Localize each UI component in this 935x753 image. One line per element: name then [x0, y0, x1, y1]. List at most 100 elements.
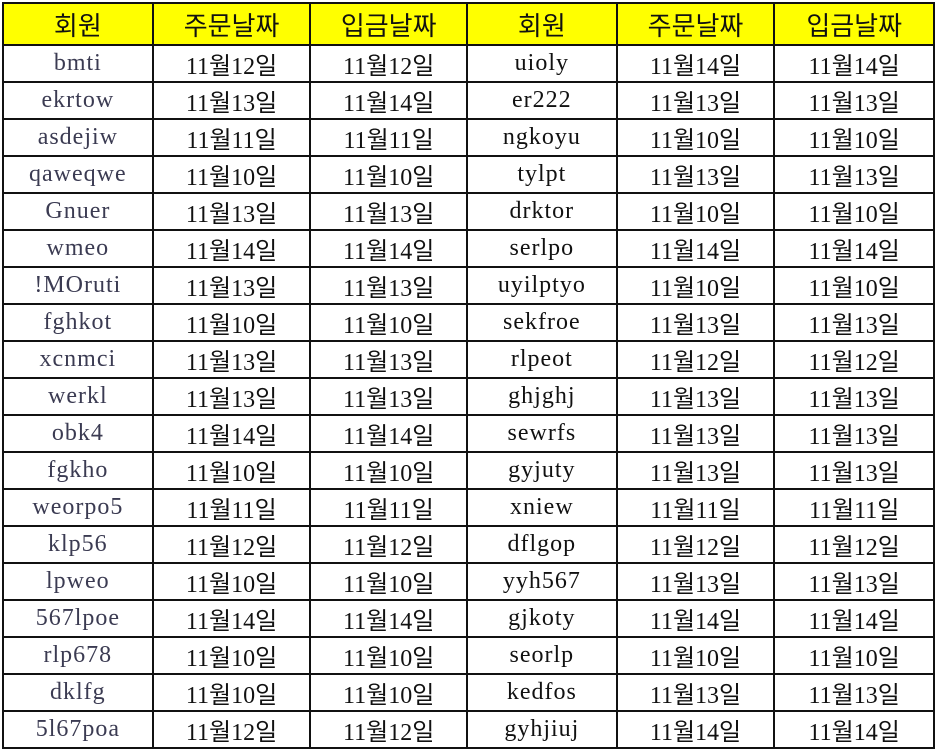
- payment-date-cell-2[interactable]: 11월13일: [773, 451, 935, 490]
- order-date-cell[interactable]: 11월14일: [151, 229, 312, 268]
- member-cell-2[interactable]: ghjghj: [466, 377, 618, 416]
- member-cell[interactable]: rlp678: [2, 636, 154, 675]
- payment-date-cell[interactable]: 11월14일: [309, 599, 469, 638]
- payment-date-cell[interactable]: 11월14일: [309, 81, 469, 120]
- order-date-cell-2[interactable]: 11월13일: [615, 414, 776, 453]
- header-order-date-2[interactable]: 주문날짜: [615, 2, 776, 46]
- member-cell-2[interactable]: ngkoyu: [466, 118, 618, 157]
- order-date-cell[interactable]: 11월10일: [151, 636, 312, 675]
- payment-date-cell[interactable]: 11월12일: [309, 525, 469, 564]
- member-cell-2[interactable]: sekfroe: [466, 303, 618, 342]
- order-date-cell[interactable]: 11월10일: [151, 155, 312, 194]
- order-date-cell[interactable]: 11월10일: [151, 673, 312, 712]
- member-cell-2[interactable]: seorlp: [466, 636, 618, 675]
- order-date-cell[interactable]: 11월13일: [151, 340, 312, 379]
- payment-date-cell[interactable]: 11월10일: [309, 562, 469, 601]
- member-cell-2[interactable]: uyilptyo: [466, 266, 618, 305]
- member-cell-2[interactable]: yyh567: [466, 562, 618, 601]
- member-cell[interactable]: !MOruti: [2, 266, 154, 305]
- payment-date-cell[interactable]: 11월13일: [309, 266, 469, 305]
- payment-date-cell-2[interactable]: 11월14일: [773, 599, 935, 638]
- order-date-cell[interactable]: 11월11일: [151, 118, 312, 157]
- header-order-date[interactable]: 주문날짜: [151, 2, 312, 46]
- member-cell-2[interactable]: gyhjiuj: [466, 710, 618, 749]
- order-date-cell-2[interactable]: 11월13일: [615, 562, 776, 601]
- order-date-cell-2[interactable]: 11월13일: [615, 81, 776, 120]
- payment-date-cell-2[interactable]: 11월13일: [773, 414, 935, 453]
- order-date-cell[interactable]: 11월12일: [151, 44, 312, 83]
- payment-date-cell[interactable]: 11월11일: [309, 118, 469, 157]
- member-cell-2[interactable]: sewrfs: [466, 414, 618, 453]
- member-cell[interactable]: dklfg: [2, 673, 154, 712]
- order-date-cell[interactable]: 11월14일: [151, 599, 312, 638]
- payment-date-cell[interactable]: 11월10일: [309, 155, 469, 194]
- payment-date-cell-2[interactable]: 11월14일: [773, 229, 935, 268]
- order-date-cell[interactable]: 11월13일: [151, 377, 312, 416]
- payment-date-cell[interactable]: 11월10일: [309, 451, 469, 490]
- payment-date-cell-2[interactable]: 11월13일: [773, 673, 935, 712]
- payment-date-cell[interactable]: 11월13일: [309, 377, 469, 416]
- order-date-cell-2[interactable]: 11월10일: [615, 636, 776, 675]
- payment-date-cell-2[interactable]: 11월13일: [773, 303, 935, 342]
- payment-date-cell[interactable]: 11월13일: [309, 192, 469, 231]
- member-cell-2[interactable]: rlpeot: [466, 340, 618, 379]
- payment-date-cell[interactable]: 11월13일: [309, 340, 469, 379]
- member-cell[interactable]: Gnuer: [2, 192, 154, 231]
- order-date-cell-2[interactable]: 11월13일: [615, 303, 776, 342]
- order-date-cell-2[interactable]: 11월10일: [615, 266, 776, 305]
- order-date-cell-2[interactable]: 11월13일: [615, 155, 776, 194]
- member-cell-2[interactable]: serlpo: [466, 229, 618, 268]
- member-cell[interactable]: weorpo5: [2, 488, 154, 527]
- member-cell[interactable]: fgkho: [2, 451, 154, 490]
- member-cell[interactable]: 5l67poa: [2, 710, 154, 749]
- payment-date-cell[interactable]: 11월11일: [309, 488, 469, 527]
- member-cell-2[interactable]: gyjuty: [466, 451, 618, 490]
- order-date-cell[interactable]: 11월12일: [151, 525, 312, 564]
- member-cell[interactable]: asdejiw: [2, 118, 154, 157]
- order-date-cell-2[interactable]: 11월14일: [615, 599, 776, 638]
- payment-date-cell[interactable]: 11월12일: [309, 44, 469, 83]
- member-cell[interactable]: obk4: [2, 414, 154, 453]
- order-date-cell-2[interactable]: 11월10일: [615, 192, 776, 231]
- payment-date-cell-2[interactable]: 11월12일: [773, 525, 935, 564]
- member-cell[interactable]: klp56: [2, 525, 154, 564]
- order-date-cell-2[interactable]: 11월14일: [615, 44, 776, 83]
- member-cell[interactable]: wmeo: [2, 229, 154, 268]
- order-date-cell-2[interactable]: 11월10일: [615, 118, 776, 157]
- member-cell[interactable]: fghkot: [2, 303, 154, 342]
- header-payment-date[interactable]: 입금날짜: [309, 2, 469, 46]
- payment-date-cell-2[interactable]: 11월12일: [773, 340, 935, 379]
- header-member-2[interactable]: 회원: [466, 2, 618, 46]
- member-cell-2[interactable]: dflgop: [466, 525, 618, 564]
- order-date-cell[interactable]: 11월10일: [151, 562, 312, 601]
- payment-date-cell-2[interactable]: 11월10일: [773, 636, 935, 675]
- payment-date-cell[interactable]: 11월12일: [309, 710, 469, 749]
- header-payment-date-2[interactable]: 입금날짜: [773, 2, 935, 46]
- order-date-cell[interactable]: 11월12일: [151, 710, 312, 749]
- member-cell[interactable]: werkl: [2, 377, 154, 416]
- member-cell-2[interactable]: gjkoty: [466, 599, 618, 638]
- payment-date-cell[interactable]: 11월14일: [309, 229, 469, 268]
- order-date-cell-2[interactable]: 11월13일: [615, 451, 776, 490]
- order-date-cell[interactable]: 11월11일: [151, 488, 312, 527]
- payment-date-cell[interactable]: 11월10일: [309, 303, 469, 342]
- payment-date-cell-2[interactable]: 11월11일: [773, 488, 935, 527]
- order-date-cell-2[interactable]: 11월12일: [615, 340, 776, 379]
- payment-date-cell-2[interactable]: 11월13일: [773, 562, 935, 601]
- payment-date-cell-2[interactable]: 11월14일: [773, 44, 935, 83]
- order-date-cell-2[interactable]: 11월13일: [615, 673, 776, 712]
- payment-date-cell-2[interactable]: 11월14일: [773, 710, 935, 749]
- member-cell[interactable]: bmti: [2, 44, 154, 83]
- member-cell-2[interactable]: tylpt: [466, 155, 618, 194]
- member-cell[interactable]: qaweqwe: [2, 155, 154, 194]
- member-cell-2[interactable]: er222: [466, 81, 618, 120]
- payment-date-cell-2[interactable]: 11월13일: [773, 377, 935, 416]
- member-cell[interactable]: 567lpoe: [2, 599, 154, 638]
- order-date-cell[interactable]: 11월10일: [151, 303, 312, 342]
- member-cell-2[interactable]: kedfos: [466, 673, 618, 712]
- order-date-cell[interactable]: 11월10일: [151, 451, 312, 490]
- payment-date-cell-2[interactable]: 11월10일: [773, 118, 935, 157]
- header-member[interactable]: 회원: [2, 2, 154, 46]
- payment-date-cell-2[interactable]: 11월13일: [773, 81, 935, 120]
- member-cell-2[interactable]: drktor: [466, 192, 618, 231]
